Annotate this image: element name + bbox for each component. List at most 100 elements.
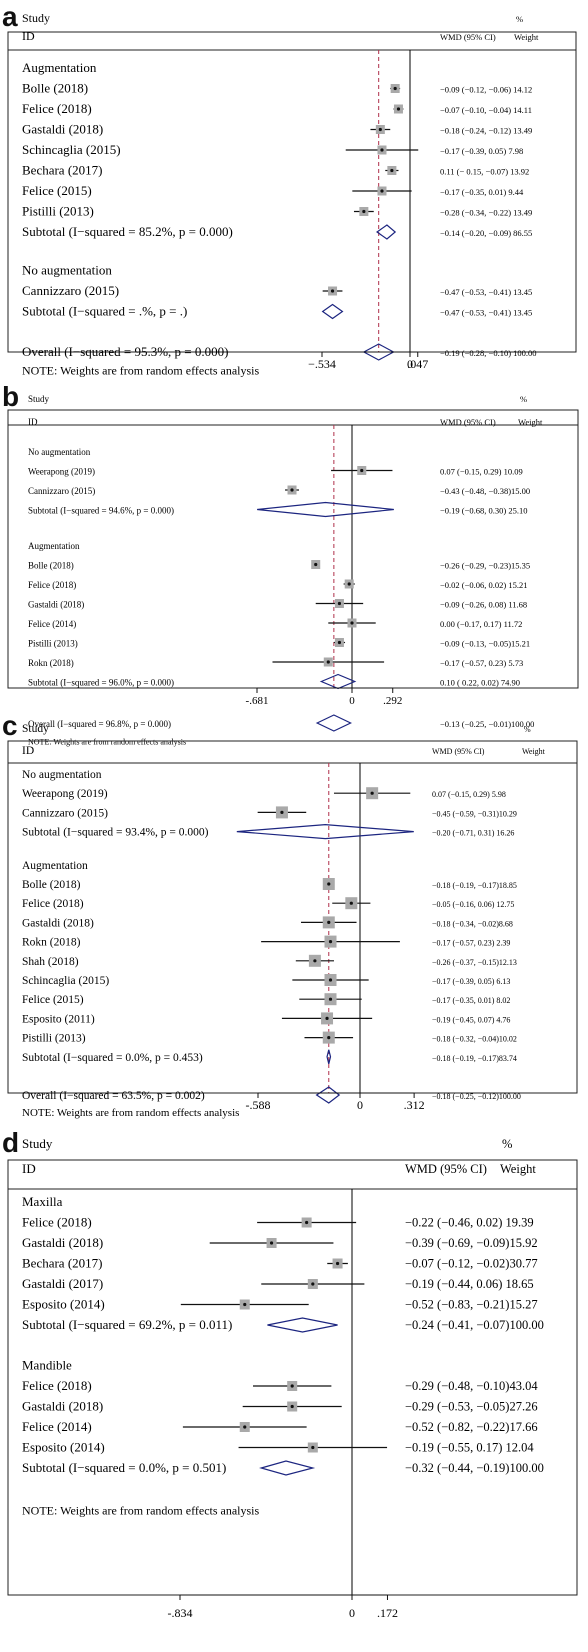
study-name: Esposito (2011) [22, 1013, 95, 1025]
study-name: Gastaldi (2018) [28, 600, 84, 610]
study-name: Bechara (2017) [22, 163, 103, 178]
study-estimate-text: −0.43 (−0.48, −0.38)15.00 [440, 486, 530, 496]
study-estimate-text: −0.52 (−0.82, −0.22)17.66 [405, 1420, 538, 1434]
study-estimate-text: −0.09 (−0.26, 0.08) 11.68 [440, 600, 527, 610]
point-estimate [243, 1302, 247, 1307]
study-estimate-text: −0.47 (−0.53, −0.41) 13.45 [440, 287, 532, 297]
axis-tick-label: .172 [377, 1606, 398, 1620]
header-effect: WMD (95% CI) [440, 417, 496, 427]
point-estimate [328, 978, 333, 982]
study-estimate-text: −0.18 (−0.19, −0.17)18.85 [432, 881, 517, 890]
study-name: Pistilli (2013) [22, 204, 94, 219]
study-name: Gastaldi (2018) [22, 1399, 103, 1414]
axis-tick-label: -.588 [246, 1098, 271, 1112]
header-pct: % [502, 1137, 512, 1151]
study-estimate-text: −0.02 (−0.06, 0.02) 15.21 [440, 580, 528, 590]
panel-label-c: c [2, 710, 18, 741]
point-estimate [305, 1220, 309, 1225]
header-id: ID [28, 417, 38, 427]
footnote: NOTE: Weights are from random effects an… [22, 1504, 260, 1518]
header-id: ID [22, 1161, 36, 1176]
subtotal-estimate-text: 0.10 ( 0.22, 0.02) 74.90 [440, 678, 520, 688]
study-name: Esposito (2014) [22, 1297, 105, 1312]
study-name: Cannizzaro (2015) [22, 807, 108, 819]
study-name: Cannizzaro (2015) [22, 283, 119, 298]
point-estimate [313, 959, 317, 963]
point-estimate [337, 640, 342, 645]
study-name: Felice (2018) [22, 101, 92, 116]
subtotal-estimate-text: −0.20 (−0.71, 0.31) 16.26 [432, 829, 514, 838]
study-name: Gastaldi (2017) [22, 1276, 103, 1291]
point-estimate [328, 940, 333, 944]
study-estimate-text: −0.07 (−0.12, −0.02)30.77 [405, 1257, 538, 1271]
study-estimate-text: 0.07 (−0.15, 0.29) 5.98 [432, 790, 506, 799]
study-name: Schincaglia (2015) [22, 142, 121, 157]
study-name: Pistilli (2013) [28, 639, 78, 649]
study-estimate-text: −0.09 (−0.13, −0.05)15.21 [440, 639, 530, 649]
point-estimate [311, 1445, 315, 1450]
point-estimate [350, 621, 354, 625]
header-effect: WMD (95% CI) [440, 32, 496, 42]
header-weight: Weight [522, 747, 546, 756]
overall-estimate-text: −0.19 (−0.28, −0.10) 100.00 [440, 348, 537, 358]
subtotal-diamond [326, 1049, 332, 1064]
point-estimate [335, 1261, 340, 1266]
header-pct: % [516, 14, 523, 24]
header-id: ID [22, 745, 34, 757]
subtotal-diamond [321, 303, 344, 320]
study-name: Bolle (2018) [22, 879, 81, 891]
point-estimate [380, 189, 384, 193]
point-estimate [362, 209, 366, 214]
study-estimate-text: −0.17 (−0.39, 0.05) 7.98 [440, 146, 523, 156]
subtotal-estimate-text: −0.19 (−0.68, 0.30) 25.10 [440, 506, 528, 516]
point-estimate [378, 127, 382, 132]
axis-tick-label: 0 [357, 1098, 363, 1112]
study-name: Felice (2014) [28, 619, 76, 629]
point-estimate [327, 882, 331, 886]
study-name: Felice (2018) [28, 580, 76, 590]
subtotal-label: Subtotal (I−squared = 93.4%, p = 0.000) [22, 827, 209, 839]
footnote: NOTE: Weights are from random effects an… [22, 364, 260, 378]
point-estimate [314, 562, 318, 567]
group-label: No augmentation [28, 447, 91, 457]
study-name: Felice (2014) [22, 1419, 92, 1434]
subtotal-diamond [236, 823, 414, 840]
header-id: ID [22, 29, 35, 43]
header-effect: WMD (95% CI) [432, 747, 485, 756]
group-label: No augmentation [22, 263, 112, 278]
plot-frame [7, 31, 577, 353]
header-weight: Weight [514, 32, 539, 42]
study-name: Rokn (2018) [28, 658, 74, 668]
forest-svg-b: Study ID WMD (95% CI)% Weight No augmentatio… [7, 394, 579, 747]
study-name: Felice (2015) [22, 183, 92, 198]
study-estimate-text: −0.17 (−0.35, 0.01) 9.44 [440, 187, 524, 197]
subtotal-diamond [376, 224, 397, 240]
point-estimate [390, 168, 394, 173]
study-estimate-text: −0.17 (−0.57, 0.23) 2.39 [432, 939, 510, 948]
study-name: Felice (2018) [22, 898, 84, 910]
point-estimate [328, 997, 333, 1001]
group-label: Augmentation [28, 541, 80, 551]
forest-svg-c: Study ID WMD (95% CI)% Weight No augmentatio… [7, 723, 578, 1119]
study-name: Felice (2018) [22, 1215, 92, 1230]
subtotal-label: Subtotal (I−squared = 96.0%, p = 0.000) [28, 678, 174, 688]
group-label: Augmentation [22, 60, 97, 75]
study-estimate-text: −0.19 (−0.55, 0.17) 12.04 [405, 1441, 534, 1455]
overall-estimate-text: −0.13 (−0.25, −0.01)100.00 [440, 719, 534, 729]
subtotal-diamond [267, 1317, 338, 1333]
study-name: Weerapong (2019) [22, 788, 108, 800]
axis-tick-label: -.834 [168, 1606, 193, 1620]
subtotal-estimate-text: −0.18 (−0.19, −0.17)83.74 [432, 1054, 517, 1063]
point-estimate [396, 107, 401, 111]
axis-tick-label: 0 [349, 1606, 355, 1620]
study-name: Rokn (2018) [22, 937, 81, 949]
study-name: Pistilli (2013) [22, 1033, 86, 1045]
point-estimate [360, 468, 364, 473]
group-label: No augmentation [22, 769, 102, 781]
axis-tick-label: 0 [349, 695, 355, 707]
study-name: Felice (2015) [22, 994, 84, 1006]
study-name: Schincaglia (2015) [22, 975, 109, 987]
point-estimate [349, 901, 353, 905]
header-study: Study [28, 394, 50, 404]
point-estimate [290, 1404, 294, 1409]
